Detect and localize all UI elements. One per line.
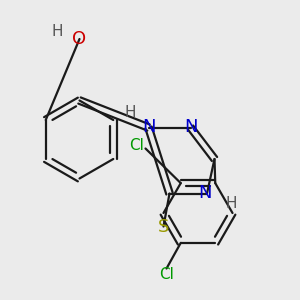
Text: N: N	[199, 184, 212, 202]
Text: N: N	[142, 118, 155, 136]
Text: O: O	[72, 30, 87, 48]
Text: Cl: Cl	[159, 267, 174, 282]
Text: H: H	[225, 196, 237, 211]
Text: S: S	[158, 218, 169, 236]
Text: N: N	[184, 118, 197, 136]
Text: H: H	[51, 24, 63, 39]
Text: Cl: Cl	[129, 138, 144, 153]
Text: H: H	[125, 105, 136, 120]
